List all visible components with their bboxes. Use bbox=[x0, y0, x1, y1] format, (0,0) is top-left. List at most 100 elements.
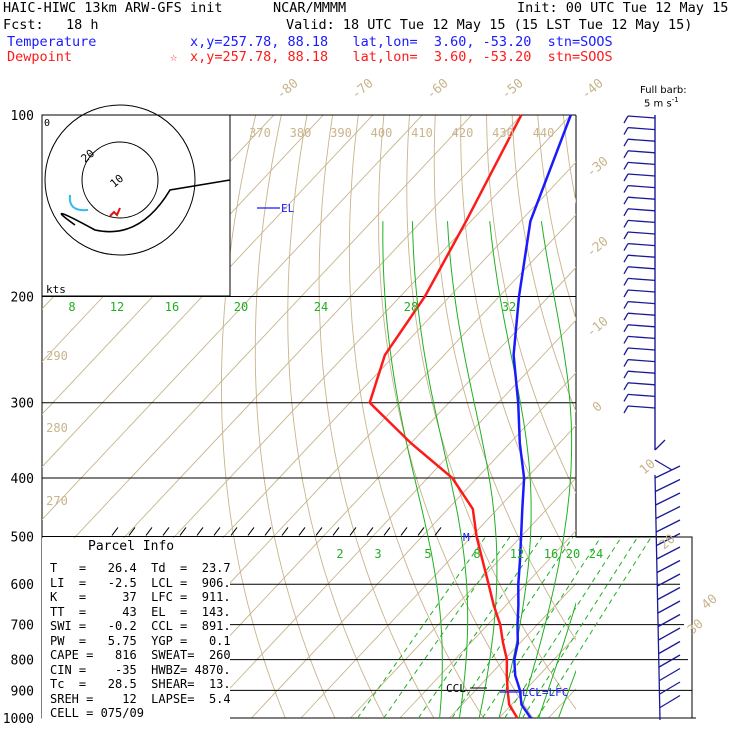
wind-barb-feather bbox=[623, 208, 629, 217]
isotherm-line bbox=[449, 582, 576, 719]
hodo-ring-inner bbox=[81, 141, 159, 219]
tick-hatch bbox=[315, 527, 323, 536]
wind-barb-lower bbox=[656, 532, 681, 547]
isotherm-line bbox=[42, 115, 473, 573]
model-title: HAIC-HIWC 13km ARW-GFS init bbox=[3, 0, 223, 16]
parcel-info-row: K = 37 LFC = 911. bbox=[50, 590, 231, 604]
isotherm-line bbox=[598, 115, 740, 718]
wind-barb-lower bbox=[657, 613, 681, 628]
wind-barb bbox=[627, 300, 656, 305]
wind-barb bbox=[627, 312, 656, 316]
barb-key-exponent: -1 bbox=[671, 96, 679, 104]
wind-barb bbox=[627, 393, 656, 398]
wind-barb-feather bbox=[623, 370, 629, 379]
wind-barb-lower bbox=[654, 465, 681, 479]
isotherm-label: -80 bbox=[274, 76, 302, 103]
tick-hatch bbox=[247, 527, 255, 536]
moist-adiabat-line bbox=[411, 221, 469, 719]
pressure-label: 200 bbox=[11, 291, 34, 306]
wind-barb-feather bbox=[623, 127, 629, 135]
pressure-label: 500 bbox=[11, 530, 34, 545]
theta-e-label: 24 bbox=[314, 300, 328, 314]
theta-e-label: 28 bbox=[404, 300, 418, 314]
tick-hatch bbox=[400, 527, 408, 536]
wind-barb-feather bbox=[623, 266, 629, 275]
mixing-ratio-line bbox=[481, 537, 602, 719]
mixing-ratio-group bbox=[357, 537, 652, 719]
parcel-info-rows: T = 26.4 Td = 23.7 LI = -2.5 LCL = 906. K … bbox=[50, 561, 231, 721]
wind-barb-feather bbox=[623, 324, 629, 333]
pressure-label: 900 bbox=[11, 684, 34, 699]
moist-adiabat-line bbox=[557, 669, 576, 719]
theta-left-label: 270 bbox=[46, 494, 68, 508]
temperature-legend: Temperature bbox=[7, 34, 97, 50]
wind-barb bbox=[627, 115, 656, 119]
wind-barb-feather bbox=[623, 289, 629, 298]
init-time: Init: 00 UTC Tue 12 May 15 bbox=[517, 0, 729, 16]
theta-e-label: 8 bbox=[68, 300, 75, 314]
wind-barb bbox=[627, 347, 656, 351]
wind-barb-lower bbox=[658, 627, 681, 641]
mixing-ratio-label: 3 bbox=[374, 547, 381, 561]
mixing-ratio-label: 5 bbox=[424, 547, 431, 561]
temperature-profile bbox=[512, 114, 572, 719]
tick-hatch bbox=[213, 527, 221, 536]
moist-adiabat-line bbox=[578, 221, 740, 718]
tick-hatch bbox=[383, 527, 391, 536]
theta-e-label: 32 bbox=[502, 300, 516, 314]
isotherm-label: 40 bbox=[699, 592, 721, 614]
dry-adiabat-line bbox=[511, 115, 576, 413]
parcel-info-row: SREH = 12 LAPSE= 5.4 bbox=[50, 691, 231, 706]
mixing-ratio-label: 24 bbox=[589, 547, 603, 561]
tick-hatch bbox=[179, 527, 187, 536]
wind-barb-lower bbox=[655, 505, 681, 520]
wind-barb bbox=[627, 173, 656, 177]
dry-adiabat-line bbox=[562, 115, 576, 204]
dry-adiabat-line bbox=[433, 115, 576, 641]
mixed-layer-label: M bbox=[463, 531, 470, 544]
parcel-info-row: Tc = 28.5 SHEAR= 13. bbox=[50, 677, 231, 691]
wind-barb-lower bbox=[657, 573, 681, 587]
dry-adiabat-line bbox=[717, 115, 740, 718]
parcel-info-title: Parcel Info bbox=[88, 539, 175, 554]
isotherm-label: -20 bbox=[584, 234, 612, 261]
parcel-info-row: SWI = -0.2 CCL = 891. bbox=[50, 619, 231, 633]
mixing-ratio-label: 8 bbox=[473, 547, 480, 561]
hodo-trace bbox=[60, 179, 231, 233]
parcel-info-row: CELL = 075/09 bbox=[50, 706, 144, 720]
wind-barb-feather bbox=[623, 243, 629, 251]
wind-barb-feather bbox=[623, 254, 629, 263]
wind-barb-feather bbox=[623, 220, 629, 228]
parcel-info-row: TT = 43 EL = 143. bbox=[50, 604, 231, 619]
tick-hatch bbox=[366, 527, 374, 536]
wind-barb-feather bbox=[623, 405, 629, 414]
barb-key-unit: 5 m s bbox=[644, 98, 672, 110]
tick-hatch bbox=[298, 527, 306, 536]
wind-barb bbox=[627, 138, 656, 142]
wind-barb bbox=[627, 335, 656, 340]
wind-barb bbox=[627, 150, 656, 154]
wind-barb bbox=[627, 370, 656, 374]
wind-barb bbox=[627, 266, 656, 270]
wind-barb-lower bbox=[655, 519, 681, 533]
wind-barb-lower bbox=[657, 600, 681, 614]
mixing-ratio-line bbox=[418, 537, 543, 719]
wind-barb bbox=[627, 161, 656, 166]
parcel-info-row: CAPE = 816 SWEAT= 260 bbox=[50, 648, 231, 662]
tick-hatch bbox=[264, 527, 272, 536]
parcel-info-row: T = 26.4 Td = 23.7 bbox=[50, 561, 231, 575]
isotherm-line bbox=[42, 115, 423, 521]
theta-label: 370 bbox=[249, 126, 271, 140]
theta-e-label: 20 bbox=[234, 300, 248, 314]
lcl-lfc-label: LCL=LFC bbox=[522, 686, 568, 699]
wind-barb-feather bbox=[623, 312, 629, 321]
tick-hatch bbox=[196, 527, 204, 536]
wind-barb bbox=[627, 242, 656, 247]
isotherm-label: 0 bbox=[590, 399, 606, 416]
wind-barb-feather bbox=[623, 162, 629, 170]
valid-time: Valid: 18 UTC Tue 12 May 15 (15 LST Tue … bbox=[286, 17, 693, 33]
theta-left-label: 290 bbox=[46, 349, 68, 363]
fcst-value: 18 h bbox=[66, 17, 99, 33]
dry-adiabat-line bbox=[460, 115, 576, 570]
